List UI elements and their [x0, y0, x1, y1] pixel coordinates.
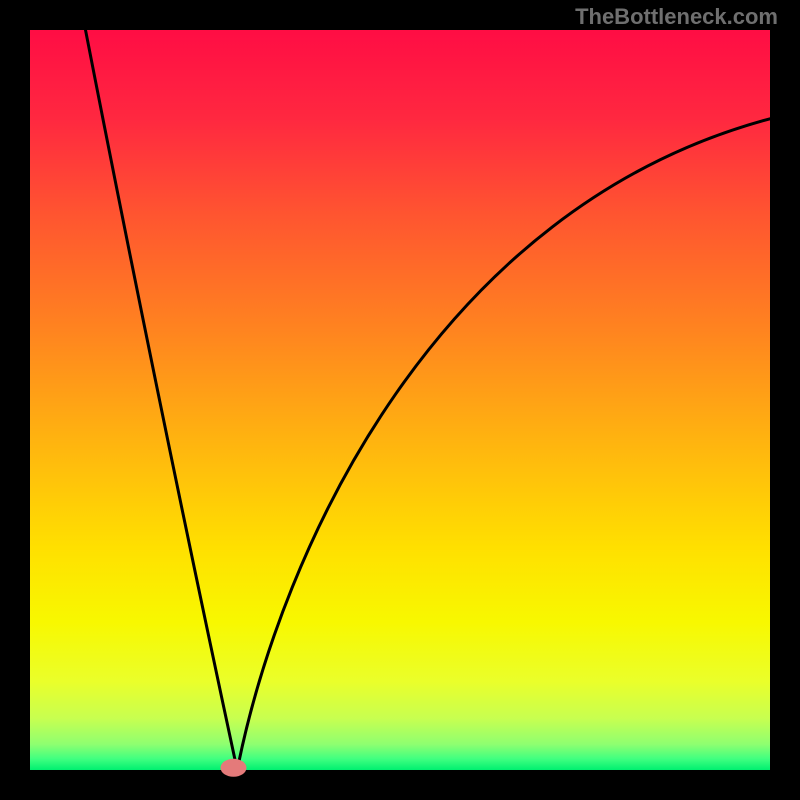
watermark-text: TheBottleneck.com [575, 4, 778, 30]
chart-wrapper: TheBottleneck.com [0, 0, 800, 800]
bottleneck-chart [0, 0, 800, 800]
optimal-point-marker [221, 759, 247, 777]
gradient-background [30, 30, 770, 770]
